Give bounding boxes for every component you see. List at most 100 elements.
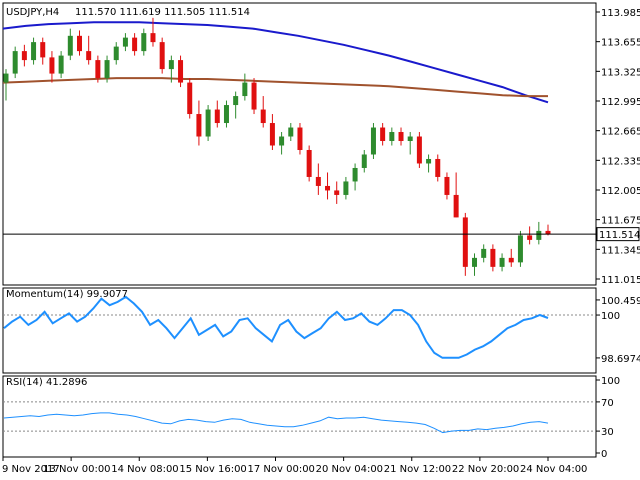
candle-body — [12, 51, 18, 74]
candle — [178, 55, 184, 88]
candle-body — [380, 127, 386, 142]
candle-body — [150, 33, 156, 43]
candle — [76, 30, 82, 56]
candle-body — [260, 109, 266, 124]
candle — [104, 55, 110, 83]
candle-body — [159, 42, 165, 70]
candle — [462, 212, 468, 276]
candle-body — [233, 96, 239, 106]
price-tick-label: 111.345 — [601, 245, 640, 256]
candle — [499, 253, 505, 272]
candle-body — [178, 60, 184, 83]
candle-body — [508, 257, 514, 263]
candle-body — [95, 60, 101, 79]
ma-fast-line — [2, 21, 549, 104]
candle-body — [67, 35, 73, 56]
rsi-tick-label: 30 — [601, 427, 614, 438]
candle — [95, 55, 101, 83]
candle-body — [315, 176, 321, 186]
symbol-label: USDJPY,H4 — [6, 7, 59, 18]
ma-slow-line — [2, 77, 548, 98]
candle-body — [76, 35, 82, 52]
candle — [315, 163, 321, 195]
candle — [205, 105, 211, 142]
candle — [361, 149, 367, 173]
candle-body — [416, 136, 422, 164]
candle — [279, 132, 285, 155]
candle — [490, 244, 496, 272]
price-tick-label: 112.335 — [601, 156, 640, 167]
momentum-line — [3, 295, 549, 359]
candle — [453, 172, 459, 218]
time-tick-label: 17 Nov 00:00 — [248, 464, 315, 475]
current-price-label: 111.514 — [599, 230, 640, 241]
candle — [527, 226, 533, 245]
candle-body — [536, 230, 542, 240]
candle — [508, 248, 514, 267]
candle-body — [58, 55, 64, 74]
moving-averages — [2, 21, 549, 104]
candle — [187, 78, 193, 119]
time-tick-label: 24 Nov 04:00 — [520, 464, 587, 475]
time-tick-label: 22 Nov 20:00 — [452, 464, 519, 475]
candle — [472, 253, 478, 276]
rsi-tick-label: 70 — [601, 398, 614, 409]
time-tick-label: 13 Nov 00:00 — [43, 464, 110, 475]
price-tick-label: 112.665 — [601, 127, 640, 138]
candle-body — [490, 248, 496, 267]
candle — [223, 100, 229, 128]
candle-body — [242, 82, 248, 97]
rsi-tick-label: 100 — [601, 376, 620, 387]
candle — [288, 123, 294, 142]
candle — [260, 96, 266, 128]
candle — [251, 78, 257, 115]
rsi-title: RSI(14) 41.2896 — [6, 377, 87, 388]
candle-body — [187, 82, 193, 115]
rsi-axis: 100 70 30 0 — [596, 376, 620, 460]
candle — [481, 244, 487, 263]
candle-body — [545, 230, 551, 235]
candle — [407, 132, 413, 155]
candle-body — [196, 114, 202, 137]
time-tick-label: 20 Nov 04:00 — [316, 464, 383, 475]
candle — [168, 55, 174, 83]
rsi-panel-frame — [2, 375, 597, 458]
candle — [49, 51, 55, 83]
momentum-panel-frame — [2, 287, 597, 374]
candle — [444, 172, 450, 200]
candle — [122, 33, 128, 52]
momentum-tick-label: 100 — [601, 311, 620, 322]
candle — [426, 154, 432, 173]
candle-body — [205, 109, 211, 137]
candle-body — [435, 158, 441, 177]
candle — [343, 176, 349, 200]
price-tick-label: 111.675 — [601, 216, 640, 227]
candle — [40, 37, 46, 65]
momentum-tick-label: 98.6974 — [601, 354, 640, 365]
candle — [67, 28, 73, 61]
candle — [517, 230, 523, 267]
candle-body — [168, 60, 174, 70]
candle — [214, 100, 220, 128]
candle-body — [398, 132, 404, 142]
candle — [12, 46, 18, 79]
candle — [297, 123, 303, 155]
candle — [370, 123, 376, 159]
current-price-badge: 111.514 — [596, 227, 640, 242]
candle-body — [462, 217, 468, 267]
candle — [58, 51, 64, 79]
candle-body — [370, 127, 376, 155]
candle-body — [223, 105, 229, 124]
time-tick-label: 14 Nov 08:00 — [111, 464, 178, 475]
candle — [233, 91, 239, 119]
candle-body — [407, 136, 413, 142]
candle-body — [21, 51, 27, 61]
candle — [141, 28, 147, 56]
price-tick-label: 113.655 — [601, 38, 640, 49]
candle — [325, 172, 331, 200]
candle-body — [3, 73, 9, 83]
candle — [21, 44, 27, 67]
